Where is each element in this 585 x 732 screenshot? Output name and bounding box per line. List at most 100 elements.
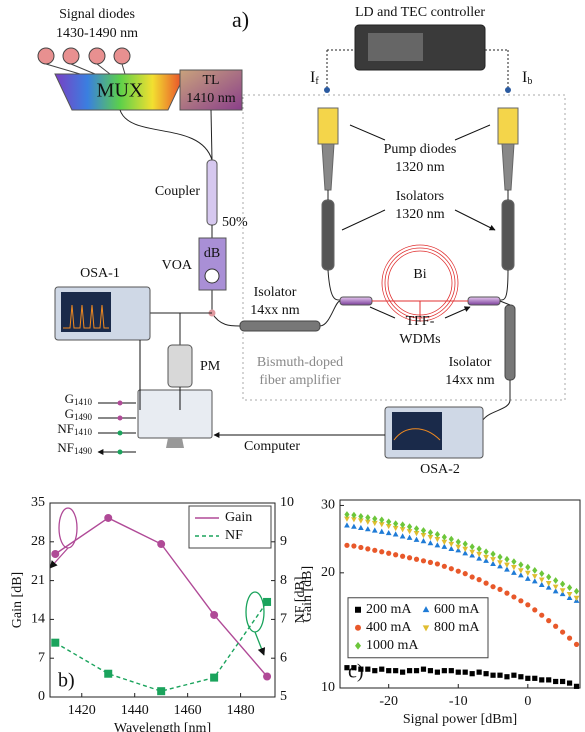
marker <box>427 540 434 546</box>
marker <box>441 543 448 549</box>
marker <box>539 570 545 578</box>
x-tick-label: 0 <box>524 694 531 709</box>
marker <box>531 578 538 584</box>
marker <box>372 547 378 553</box>
marker <box>351 517 357 523</box>
dot <box>324 87 330 93</box>
fiber <box>119 109 213 161</box>
marker <box>462 571 468 577</box>
marker <box>455 544 462 550</box>
marker <box>455 669 461 675</box>
marker <box>434 537 441 543</box>
marker <box>504 674 510 680</box>
marker <box>560 629 566 635</box>
marker <box>518 674 524 680</box>
pump-diodes <box>317 107 519 301</box>
arrow <box>98 402 136 452</box>
marker <box>344 665 350 671</box>
marker <box>210 610 219 619</box>
marker <box>406 555 413 561</box>
label: Coupler <box>155 184 200 199</box>
marker <box>441 668 447 674</box>
marker <box>351 543 357 549</box>
label: 1430-1490 nm <box>56 26 138 41</box>
marker <box>157 540 166 549</box>
legend-box <box>347 597 489 659</box>
fiber <box>211 300 341 327</box>
marker <box>525 563 531 571</box>
legend-box <box>188 505 272 549</box>
marker <box>532 566 538 574</box>
label: Pump diodes <box>384 142 457 157</box>
amplifier-box <box>242 94 566 401</box>
marker <box>420 666 427 672</box>
label: NF1490 <box>57 440 92 456</box>
y-tick-label: 7 <box>38 650 45 665</box>
legend-label: 200 mA <box>366 602 412 617</box>
x-tick-label: 1420 <box>68 703 96 718</box>
marker <box>483 557 489 563</box>
marker <box>525 675 531 681</box>
marker <box>358 512 364 520</box>
label: G1410 <box>65 391 93 407</box>
screen <box>392 412 442 450</box>
marker <box>427 559 434 565</box>
marker <box>490 550 496 558</box>
marker <box>553 623 559 629</box>
label: Signal diodes <box>59 7 135 22</box>
label: MUX <box>97 80 144 102</box>
y2-tick-label: 9 <box>280 534 287 549</box>
label: VOA <box>162 258 193 273</box>
marker <box>476 577 482 583</box>
marker <box>490 672 496 678</box>
fiber <box>482 300 511 421</box>
y-tick-label: 0 <box>38 689 45 704</box>
marker <box>483 554 489 561</box>
marker <box>539 612 545 618</box>
arrow <box>139 340 385 435</box>
label: 14xx nm <box>445 373 495 388</box>
marker <box>553 678 559 685</box>
isolator <box>504 304 516 381</box>
y2-tick-label: 8 <box>280 573 287 588</box>
marker <box>518 598 524 604</box>
label: Isolators <box>396 189 444 204</box>
marker <box>559 590 566 597</box>
marker <box>511 672 517 678</box>
y2-tick-label: 6 <box>280 650 287 665</box>
marker <box>400 553 406 559</box>
label: LD and TEC controller <box>355 5 485 20</box>
marker <box>406 668 413 674</box>
marker <box>210 673 219 682</box>
marker <box>365 546 371 552</box>
marker <box>427 534 434 541</box>
marker <box>364 526 371 532</box>
marker <box>392 525 399 532</box>
trace <box>63 304 109 329</box>
screen <box>368 33 423 61</box>
marker <box>448 535 454 543</box>
marker <box>518 572 524 578</box>
arrow <box>341 124 495 230</box>
coupler <box>206 159 218 226</box>
marker <box>559 588 566 594</box>
marker <box>462 550 469 556</box>
y-axis-label: Gain [dB] <box>300 566 315 622</box>
marker <box>385 529 392 536</box>
marker <box>511 594 517 600</box>
marker <box>420 533 427 539</box>
marker <box>413 531 420 537</box>
marker <box>344 542 350 548</box>
label: NF1410 <box>57 421 92 437</box>
marker <box>476 551 482 558</box>
wire <box>326 49 509 90</box>
y-tick-label: 28 <box>31 534 45 549</box>
marker <box>462 669 468 675</box>
marker <box>413 668 420 674</box>
marker <box>566 591 573 598</box>
x-tick-label: 1440 <box>121 703 149 718</box>
plot-frame <box>339 499 581 689</box>
label: PM <box>200 359 221 374</box>
label: Isolator <box>254 285 297 300</box>
